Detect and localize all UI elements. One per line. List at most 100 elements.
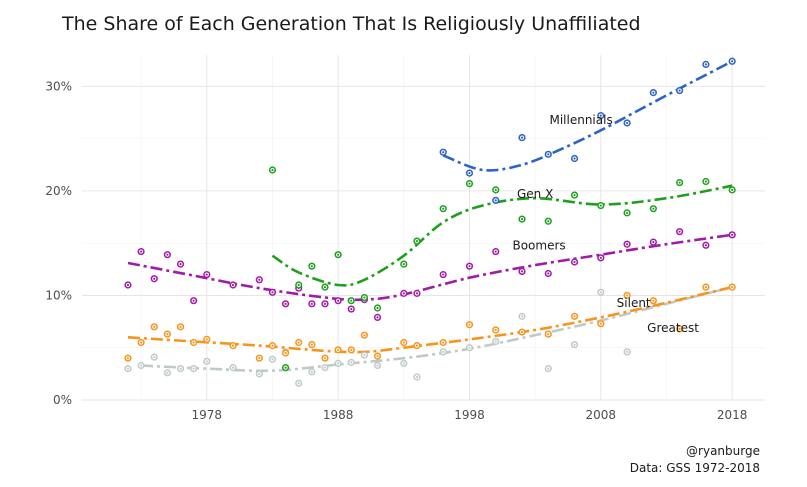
data-point-silent-ring [230,343,236,348]
data-point-gen-x-fill [728,186,736,194]
data-point-silent [190,338,198,347]
data-point-gen-x-fill [544,217,552,225]
data-point-greatest-fill [308,368,316,376]
data-point-silent-fill [163,330,171,338]
data-point-millennials-fill [544,150,552,158]
data-point-greatest [190,365,198,373]
data-point-boomers-ring [283,301,288,306]
data-point-boomers [465,262,474,270]
data-point-greatest-ring [191,366,196,371]
data-point-millennials-fill [597,112,605,120]
series-label-millennials: Millennials [549,113,612,127]
trend-line-gen-x [271,184,733,287]
data-point-boomers-fill [308,300,316,308]
data-point-gen-x [373,304,382,312]
data-point-greatest-fill [255,370,263,378]
data-point-silent-ring [165,332,170,337]
data-point-greatest-ring [624,349,630,355]
data-point-boomers-fill [255,276,263,284]
data-point-millennials-ring [677,88,682,93]
data-point-greatest-ring [152,355,157,360]
data-point-boomers [281,300,290,308]
data-point-boomers [203,270,211,279]
data-point-millennials-ring [441,150,446,155]
data-point-gen-x [649,205,657,213]
data-point-greatest [623,348,631,356]
data-point-silent-ring [336,347,341,352]
data-point-silent-fill [255,354,263,362]
data-point-boomers-ring [703,243,708,248]
data-point-gen-x-fill [465,179,474,188]
data-point-millennials-fill [728,57,736,65]
data-point-millennials-fill [702,60,710,69]
data-point-gen-x [702,177,710,186]
data-point-silent [360,331,368,339]
data-point-millennials [439,148,447,156]
data-point-silent-ring [493,327,498,333]
data-point-boomers-fill [400,289,408,297]
data-point-boomers-ring [651,240,656,245]
data-point-gen-x-fill [702,177,710,186]
data-point-gen-x-fill [597,201,605,210]
data-point-greatest-fill [465,344,474,352]
data-point-boomers-fill [176,260,185,268]
data-point-gen-x-fill [649,205,657,213]
data-point-boomers-fill [124,281,132,289]
data-point-silent [124,354,132,362]
x-tick-label: 1978 [192,408,223,422]
x-tick-label: 2018 [717,408,748,422]
data-point-gen-x-fill [413,237,421,245]
data-point-greatest-fill [229,363,237,372]
data-point-gen-x-fill [295,281,303,289]
x-tick-label: 2008 [586,408,617,422]
data-point-silent-fill [124,354,132,362]
data-point-boomers-fill [281,300,290,308]
data-point-boomers-fill [676,228,684,236]
data-point-gen-x-fill [676,178,684,187]
data-point-silent-fill [268,342,277,350]
data-point-gen-x [544,217,552,225]
series-label-greatest: Greatest [647,321,699,335]
data-point-greatest-fill [597,288,605,296]
data-point-boomers [137,247,145,256]
data-point-greatest [360,351,368,359]
data-point-silent [347,346,355,354]
data-point-greatest-ring [270,357,275,362]
data-point-boomers [439,270,447,279]
data-point-gen-x [281,363,290,372]
data-point-gen-x [400,260,408,268]
x-axis: 1978 1988 1998 2008 2018 [192,408,748,422]
data-point-gen-x-fill [492,186,500,194]
data-point-silent [676,325,684,333]
data-point-silent-fill [203,335,211,343]
caption-author: @ryanburge [686,444,760,458]
y-tick-label: 30% [45,79,72,93]
data-point-greatest [492,337,500,346]
data-point-gen-x [308,262,316,270]
data-point-greatest [203,357,211,365]
series-label-silent: Silent [617,296,651,310]
data-point-gen-x-ring [441,206,446,211]
data-point-millennials [597,112,605,120]
data-point-gen-x-ring [624,210,630,215]
data-point-greatest [544,365,552,373]
data-point-gen-x-fill [347,297,355,305]
data-point-greatest [413,373,421,381]
data-point-boomers-fill [163,251,171,259]
data-point-boomers-fill [347,305,355,313]
data-point-silent-fill [281,349,290,357]
data-point-greatest-fill [623,348,631,356]
data-point-boomers-fill [268,288,277,296]
data-point-gen-x-ring [283,365,288,370]
data-point-gen-x-ring [375,305,380,311]
data-point-gen-x-ring [349,298,354,303]
data-point-greatest-ring [165,370,170,375]
data-point-silent [465,321,474,329]
data-point-greatest-fill [570,340,579,349]
data-point-silent-fill [623,291,631,300]
data-point-gen-x [728,186,736,194]
data-point-boomers [373,313,382,322]
data-point-silent [255,354,263,362]
data-point-millennials-fill [518,133,526,142]
data-point-greatest-ring [519,314,525,319]
